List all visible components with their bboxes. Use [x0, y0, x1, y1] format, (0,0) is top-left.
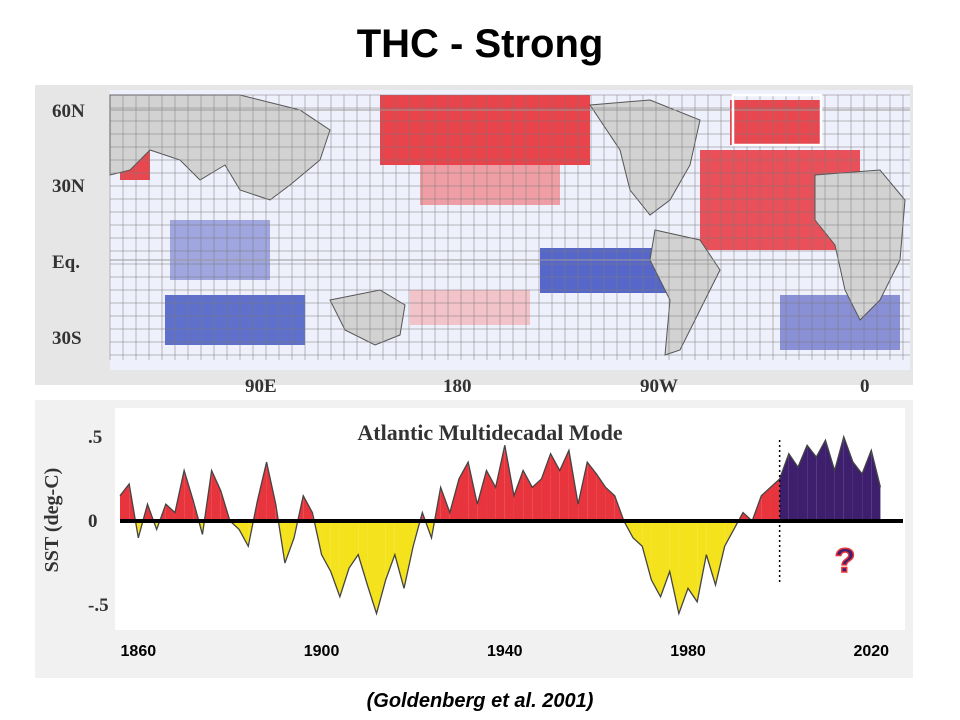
observed-positive-area: [550, 453, 560, 521]
observed-negative-area: [706, 521, 716, 585]
lat-label-60n: 60N: [52, 101, 85, 122]
observed-negative-area: [724, 521, 734, 547]
lon-label-180: 180: [443, 376, 472, 397]
observed-negative-area: [651, 521, 661, 597]
indian-ocean-cool-patch: [170, 220, 270, 280]
observed-negative-area: [715, 521, 725, 585]
projected-positive-area: [779, 453, 789, 521]
observed-negative-area: [321, 521, 331, 572]
north-atlantic-warm-patch: [730, 100, 820, 145]
x-tick-labels: 1860 1900 1940 1980 2020: [121, 643, 890, 660]
projected-positive-area: [825, 440, 835, 521]
lon-label-0: 0: [860, 376, 870, 397]
observed-positive-area: [541, 453, 551, 521]
observed-positive-area: [266, 462, 276, 521]
observed-negative-area: [660, 521, 670, 597]
x-tick-label: 1900: [304, 643, 340, 660]
observed-negative-area: [678, 521, 689, 614]
lat-label-30s: 30S: [52, 328, 82, 349]
observed-positive-area: [523, 470, 533, 521]
projection-question-mark: ?: [835, 542, 856, 580]
observed-negative-area: [394, 521, 405, 589]
projected-positive-area: [852, 462, 863, 521]
observed-negative-area: [669, 521, 679, 614]
observed-positive-area: [495, 445, 505, 521]
observed-negative-area: [697, 521, 707, 602]
x-tick-label: 2020: [853, 643, 889, 660]
observed-negative-area: [688, 521, 698, 602]
observed-positive-area: [596, 473, 606, 521]
observed-positive-area: [440, 487, 450, 521]
slide-title: THC - Strong: [356, 22, 604, 66]
observed-positive-area: [165, 504, 175, 521]
y-tick-label: -.5: [88, 595, 109, 616]
observed-positive-area: [477, 470, 487, 521]
x-tick-label: 1860: [121, 643, 157, 660]
projected-positive-area: [843, 436, 853, 521]
observed-negative-area: [633, 521, 643, 547]
observed-positive-area: [605, 487, 615, 521]
observed-positive-area: [587, 462, 597, 521]
lon-label-90w: 90W: [640, 376, 678, 397]
observed-negative-area: [349, 521, 359, 569]
lat-label-30n: 30N: [52, 176, 85, 197]
projected-positive-area: [788, 453, 798, 521]
observed-negative-area: [376, 521, 386, 614]
projected-positive-area: [834, 436, 844, 521]
observed-positive-area: [257, 462, 267, 521]
observed-positive-area: [303, 495, 313, 521]
south-atlantic-cool-patch: [780, 295, 900, 350]
observed-negative-area: [284, 521, 295, 564]
y-tick-label: 0: [88, 511, 98, 532]
x-tick-label: 1940: [487, 643, 523, 660]
observed-negative-area: [239, 521, 249, 547]
observed-negative-area: [339, 521, 350, 597]
observed-positive-area: [468, 462, 478, 521]
observed-negative-area: [358, 521, 368, 585]
x-tick-label: 1980: [670, 643, 706, 660]
observed-negative-area: [404, 521, 414, 589]
southern-indian-cool-patch: [165, 295, 305, 345]
map-grid: [109, 94, 910, 360]
y-axis-label: SST (deg-C): [41, 468, 63, 573]
observed-positive-area: [568, 450, 579, 521]
observed-positive-area: [532, 478, 542, 521]
series-layer: [119, 434, 903, 616]
amo-chart: Atlantic Multidecadal Mode SST (deg-C) .…: [35, 400, 913, 678]
observed-negative-area: [330, 521, 340, 597]
y-tick-labels: .5 0 -.5: [88, 427, 109, 616]
north-atlantic-box: [731, 93, 823, 147]
projected-series-line: [779, 434, 882, 488]
observed-negative-area: [642, 521, 652, 580]
observed-positive-area: [770, 478, 780, 521]
observed-positive-area: [458, 462, 469, 521]
y-tick-label: .5: [88, 427, 102, 448]
observed-positive-area: [559, 450, 569, 521]
pacific-warm-patch: [420, 165, 560, 205]
projected-positive-area: [871, 450, 881, 521]
observed-positive-area: [761, 487, 771, 521]
lat-label-eq: Eq.: [52, 252, 80, 273]
citation: (Goldenberg et al. 2001): [366, 690, 594, 712]
observed-positive-area: [578, 462, 588, 521]
projected-positive-area: [862, 450, 872, 521]
projected-positive-area: [816, 440, 826, 521]
south-america-continent: [649, 229, 721, 356]
observed-negative-area: [385, 521, 395, 580]
lon-label-90e: 90E: [245, 376, 277, 397]
observed-positive-area: [513, 470, 524, 521]
sst-map: 60N 30N Eq. 30S 90E 180 90W 0: [35, 85, 913, 397]
observed-positive-area: [504, 445, 514, 521]
south-pacific-warm-patch: [410, 290, 530, 325]
projected-positive-area: [807, 445, 817, 521]
projected-positive-area: [797, 445, 808, 521]
observed-positive-area: [184, 470, 194, 521]
chart-title: Atlantic Multidecadal Mode: [357, 420, 622, 445]
observed-positive-area: [211, 470, 221, 521]
north-pacific-warm-patch: [380, 95, 590, 165]
